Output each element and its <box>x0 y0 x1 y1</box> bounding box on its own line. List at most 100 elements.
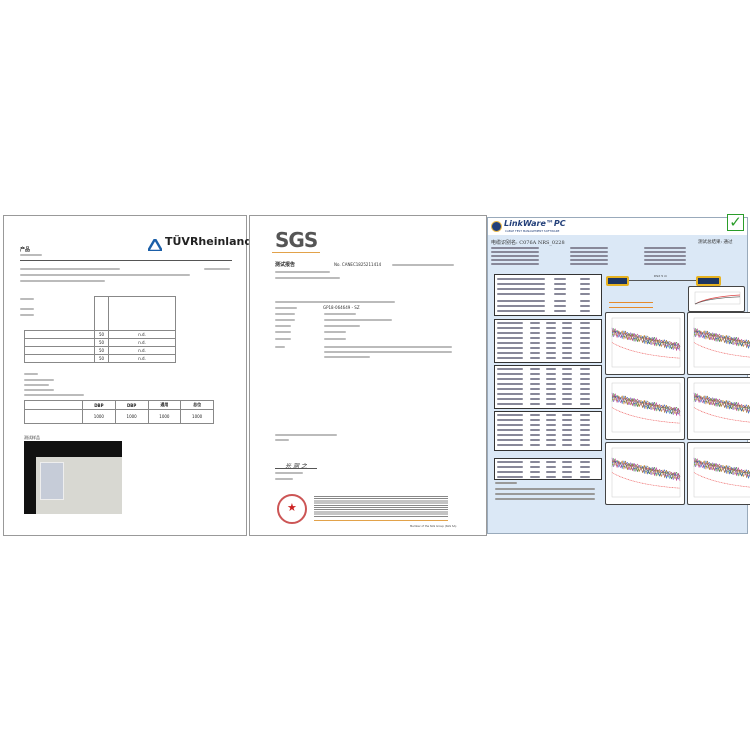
illegible-text <box>497 439 523 441</box>
illegible-text <box>546 429 556 431</box>
illegible-text <box>546 403 556 405</box>
illegible-text <box>562 403 572 405</box>
photo-caption: 测试样品 <box>24 435 40 440</box>
illegible-text <box>491 247 539 249</box>
illegible-text <box>491 263 539 265</box>
illegible-text <box>580 403 590 405</box>
illegible-text <box>497 368 523 370</box>
test-plot-thumbnail <box>688 286 745 312</box>
illegible-text <box>580 424 590 426</box>
illegible-text <box>644 247 686 249</box>
tuv-header-title: 产品 <box>20 247 31 253</box>
illegible-text <box>580 327 590 329</box>
illegible-text <box>530 444 540 446</box>
illegible-text <box>546 322 556 324</box>
main-tester-icon <box>606 276 629 286</box>
illegible-text <box>497 352 523 354</box>
illegible-text <box>497 347 523 349</box>
illegible-text <box>644 259 686 261</box>
illegible-text <box>530 337 540 339</box>
illegible-text <box>562 342 572 344</box>
illegible-text <box>497 424 523 426</box>
illegible-text <box>562 393 572 395</box>
illegible-text <box>562 398 572 400</box>
illegible-text <box>580 305 590 307</box>
illegible-text <box>562 352 572 354</box>
illegible-text <box>546 393 556 395</box>
illegible-text <box>580 300 590 302</box>
results-table <box>494 458 602 480</box>
illegible-text <box>562 388 572 390</box>
linkware-brand: LinkWare™PC <box>504 219 566 228</box>
illegible-text <box>497 466 523 468</box>
illegible-text <box>530 434 540 436</box>
illegible-text <box>580 347 590 349</box>
test-plot-thumbnail <box>605 377 685 440</box>
sgs-report-page: SGS 测试报告 No. CANEC1825211414 GP18-064649… <box>249 215 487 536</box>
illegible-text <box>554 288 566 290</box>
illegible-text <box>580 429 590 431</box>
illegible-text <box>562 476 572 478</box>
illegible-text <box>546 368 556 370</box>
illegible-text <box>580 283 590 285</box>
test-plot-thumbnail <box>687 312 750 375</box>
illegible-text <box>580 373 590 375</box>
illegible-text <box>546 327 556 329</box>
illegible-text <box>497 278 545 280</box>
report-number: No. CANEC1825211414 <box>334 262 382 267</box>
illegible-text <box>562 439 572 441</box>
illegible-text <box>562 461 572 463</box>
illegible-text <box>546 388 556 390</box>
wire-pair-line <box>609 306 653 308</box>
illegible-text <box>562 327 572 329</box>
illegible-text <box>570 263 608 265</box>
linkware-tagline: CABLE TEST MANAGEMENT SOFTWARE <box>505 229 560 233</box>
illegible-text <box>530 461 540 463</box>
tuv-logo-text: TÜVRheinland® <box>165 235 257 248</box>
illegible-text <box>530 439 540 441</box>
illegible-text <box>530 393 540 395</box>
illegible-text <box>580 342 590 344</box>
illegible-text <box>580 388 590 390</box>
illegible-text <box>644 251 686 253</box>
illegible-text <box>530 332 540 334</box>
illegible-text <box>530 429 540 431</box>
illegible-text <box>546 332 556 334</box>
illegible-text <box>562 429 572 431</box>
illegible-text <box>562 357 572 359</box>
illegible-text <box>562 414 572 416</box>
illegible-text <box>546 373 556 375</box>
illegible-text <box>562 337 572 339</box>
illegible-text <box>580 398 590 400</box>
illegible-text <box>570 255 608 257</box>
summary-box <box>494 274 602 316</box>
illegible-text <box>530 383 540 385</box>
illegible-text <box>530 398 540 400</box>
illegible-text <box>580 466 590 468</box>
illegible-text <box>497 434 523 436</box>
illegible-text <box>580 476 590 478</box>
illegible-text <box>497 283 545 285</box>
wire-pair-line <box>609 302 653 304</box>
illegible-text <box>497 393 523 395</box>
test-plot-thumbnail <box>605 312 685 375</box>
illegible-text <box>497 305 545 307</box>
illegible-text <box>491 259 539 261</box>
illegible-text <box>570 251 608 253</box>
illegible-text <box>554 293 566 295</box>
illegible-text <box>497 327 523 329</box>
illegible-text <box>562 373 572 375</box>
illegible-text <box>562 444 572 446</box>
illegible-text <box>530 403 540 405</box>
illegible-text <box>497 471 523 473</box>
illegible-text <box>554 305 566 307</box>
illegible-text <box>546 444 556 446</box>
illegible-text <box>497 337 523 339</box>
illegible-text <box>530 357 540 359</box>
illegible-text <box>497 388 523 390</box>
illegible-text <box>580 383 590 385</box>
illegible-text <box>580 414 590 416</box>
illegible-text <box>546 461 556 463</box>
legal-fine-print <box>314 496 448 518</box>
tuv-summary-table: DBP DBP 通用 总位 1000 1000 1000 1000 <box>24 400 214 424</box>
